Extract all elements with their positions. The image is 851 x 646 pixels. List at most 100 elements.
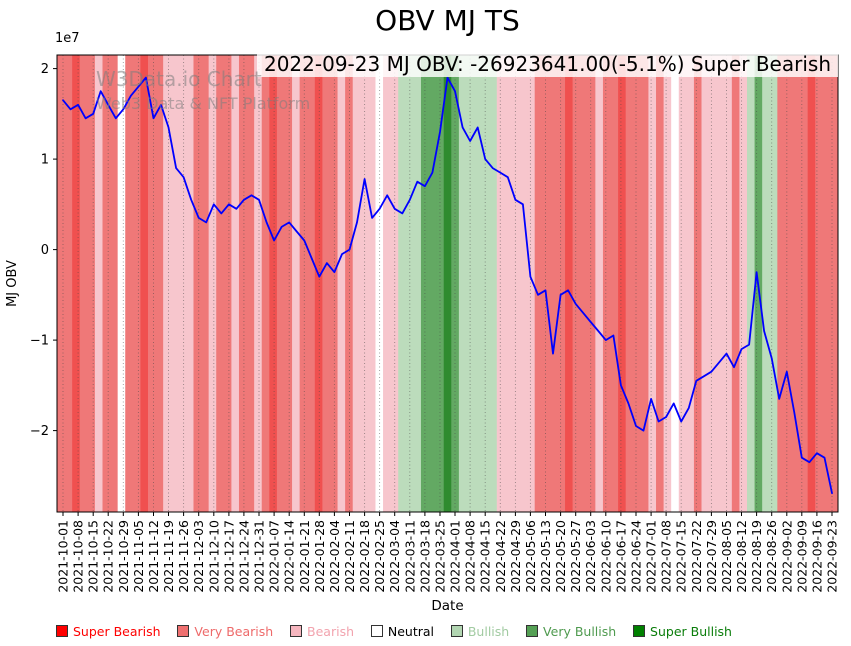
sentiment-band [686, 55, 695, 512]
x-tick-label: 2021-11-12 [146, 520, 161, 593]
sentiment-band [701, 55, 710, 512]
sentiment-band [185, 55, 194, 512]
sentiment-band [87, 55, 96, 512]
sentiment-band [724, 55, 733, 512]
sentiment-band [170, 55, 179, 512]
sentiment-band [94, 55, 103, 512]
sentiment-band [572, 55, 581, 512]
x-tick-label: 2022-02-04 [327, 520, 342, 593]
legend-label-bearish: Bearish [307, 623, 355, 639]
sentiment-band [792, 55, 801, 512]
sentiment-band [307, 55, 316, 512]
x-tick-label: 2022-03-04 [387, 520, 402, 593]
x-tick-label: 2022-09-16 [809, 520, 824, 593]
sentiment-band [671, 55, 680, 512]
sentiment-band [413, 55, 422, 512]
obv-line [62, 76, 833, 495]
sentiment-band [216, 55, 225, 512]
sentiment-band [140, 55, 149, 512]
legend-item-bearish: Bearish [290, 624, 354, 639]
y-offset-label: 1e7 [55, 31, 80, 46]
sentiment-band [511, 55, 520, 512]
x-axis-label: Date [431, 598, 463, 614]
x-tick-label: 2022-04-01 [448, 520, 463, 593]
sentiment-band [261, 55, 270, 512]
x-tick-label: 2022-07-08 [659, 520, 674, 593]
sentiment-band [610, 55, 619, 512]
sentiment-band [527, 55, 536, 512]
x-tick-label: 2022-01-28 [312, 520, 327, 593]
y-tick-label: −2 [30, 424, 49, 439]
sentiment-band [549, 55, 558, 512]
sentiment-band [747, 55, 755, 512]
sentiment-band [238, 55, 247, 512]
x-tick-label: 2022-03-18 [417, 520, 432, 593]
sentiment-band [102, 55, 111, 512]
legend-swatch-very-bearish [177, 625, 190, 637]
x-tick-label: 2021-11-05 [131, 520, 146, 593]
x-tick-label: 2022-06-17 [613, 520, 628, 593]
sentiment-band [640, 55, 649, 512]
sentiment-band [815, 55, 824, 512]
x-tick-label: 2022-05-20 [553, 520, 568, 593]
legend-swatch-neutral [370, 625, 383, 637]
x-tick-label: 2022-07-22 [689, 520, 704, 593]
sentiment-band [322, 55, 331, 512]
x-tick-label: 2022-03-25 [433, 520, 448, 593]
x-tick-label: 2022-08-12 [734, 520, 749, 593]
sentiment-band [110, 55, 119, 512]
x-tick-label: 2022-01-07 [267, 520, 282, 593]
sentiment-band [193, 55, 202, 512]
sentiment-band [125, 55, 134, 512]
sentiment-band [587, 55, 596, 512]
sentiment-band [269, 55, 278, 512]
sentiment-band [769, 55, 778, 512]
sentiment-band [800, 55, 809, 512]
sentiment-band [663, 55, 672, 512]
sentiment-band [231, 55, 240, 512]
x-tick-label: 2022-06-24 [629, 520, 644, 593]
sentiment-band [314, 55, 323, 512]
legend-swatch-bullish [450, 625, 463, 637]
sentiment-band [254, 55, 263, 512]
x-tick-label: 2021-12-10 [206, 520, 221, 593]
x-tick-label: 2021-12-24 [236, 520, 251, 593]
sentiment-band [79, 55, 88, 512]
sentiment-band [337, 55, 346, 512]
x-tick-label: 2022-04-15 [478, 520, 493, 593]
sentiment-band [716, 55, 725, 512]
x-tick-label: 2021-10-22 [101, 520, 116, 593]
x-tick-label: 2021-10-15 [86, 520, 101, 593]
sentiment-band [299, 55, 308, 512]
sentiment-band [602, 55, 611, 512]
legend-item-super-bearish: Super Bearish [56, 624, 161, 639]
latest-obv-annotation: 2022-09-23 MJ OBV: -26923641.00(-5.1%) S… [256, 51, 838, 77]
legend-label-very-bullish: Very Bullish [543, 623, 617, 639]
sentiment-band [474, 55, 483, 512]
sentiment-band [496, 55, 505, 512]
sentiment-band [163, 55, 172, 512]
sentiment-band [246, 55, 255, 512]
x-tick-label: 2022-09-23 [825, 520, 840, 593]
sentiment-band [223, 55, 232, 512]
x-tick-label: 2021-12-31 [252, 520, 267, 593]
x-tick-label: 2022-02-25 [372, 520, 387, 593]
sentiment-band [155, 55, 164, 512]
legend-label-super-bullish: Super Bullish [650, 623, 732, 639]
sentiment-band [72, 55, 81, 512]
x-tick-label: 2022-04-29 [508, 520, 523, 593]
sentiment-band [443, 55, 452, 512]
sentiment-band [648, 55, 657, 512]
x-tick-label: 2021-10-08 [71, 520, 86, 593]
legend-label-super-bearish: Super Bearish [73, 623, 161, 639]
sentiment-band [489, 55, 498, 512]
sentiment-band [739, 55, 748, 512]
x-tick-label: 2022-05-27 [568, 520, 583, 593]
legend: Super Bearish Very Bearish Bearish Neutral B… [56, 620, 732, 642]
sentiment-band [201, 55, 210, 512]
sentiment-band [731, 55, 740, 512]
sentiment-band [784, 55, 793, 512]
sentiment-band [398, 55, 407, 512]
